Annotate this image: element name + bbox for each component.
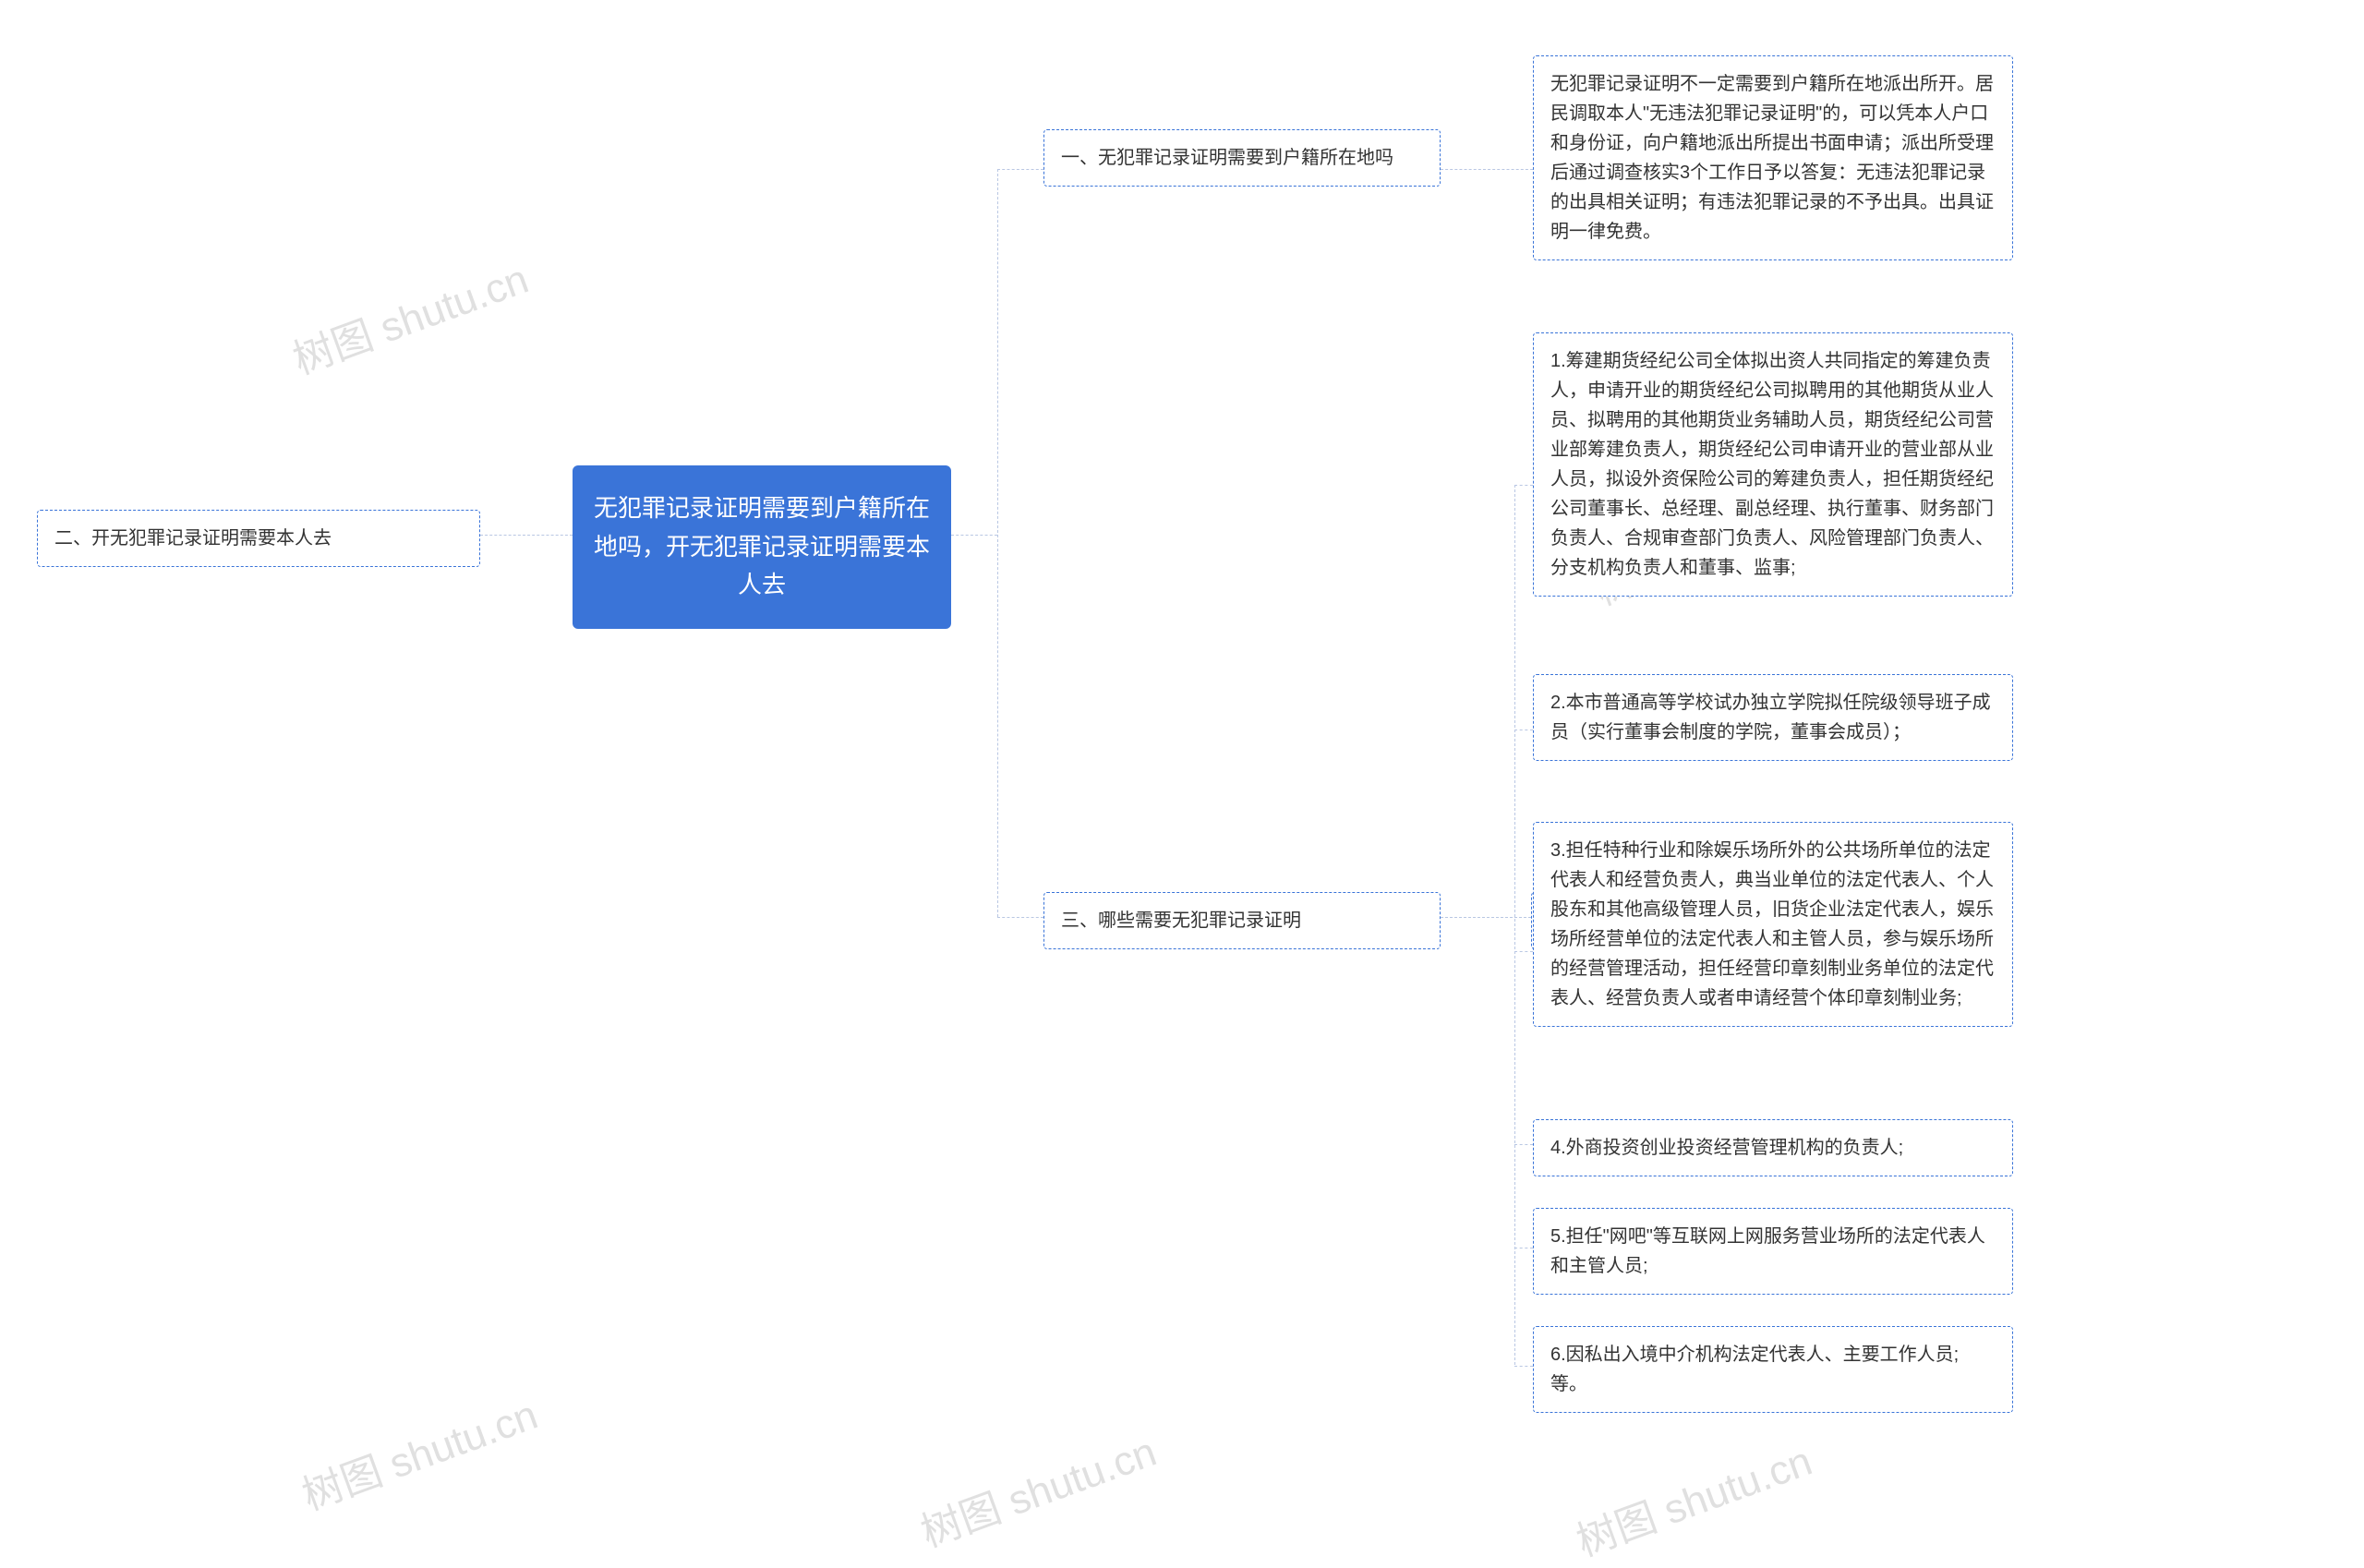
connector bbox=[997, 917, 1043, 918]
watermark: 树图 shutu.cn bbox=[1567, 1428, 1818, 1567]
connector bbox=[997, 169, 998, 917]
connector bbox=[1441, 169, 1533, 170]
connector bbox=[1514, 1366, 1533, 1367]
node-r2a5: 5.担任"网吧"等互联网上网服务营业场所的法定代表人和主管人员; bbox=[1533, 1208, 2013, 1295]
node-r1: 一、无犯罪记录证明需要到户籍所在地吗 bbox=[1043, 129, 1441, 187]
node-r2a1: 1.筹建期货经纪公司全体拟出资人共同指定的筹建负责人，申请开业的期货经纪公司拟聘… bbox=[1533, 332, 2013, 597]
connector bbox=[1514, 1144, 1533, 1145]
watermark: 树图 shutu.cn bbox=[283, 246, 535, 385]
node-r2a2: 2.本市普通高等学校试办独立学院拟任院级领导班子成员（实行董事会制度的学院，董事… bbox=[1533, 674, 2013, 761]
watermark: 树图 shutu.cn bbox=[293, 1381, 544, 1521]
node-r1a: 无犯罪记录证明不一定需要到户籍所在地派出所开。居民调取本人"无违法犯罪记录证明"… bbox=[1533, 55, 2013, 260]
connector bbox=[997, 169, 1043, 170]
mindmap-root: 无犯罪记录证明需要到户籍所在地吗，开无犯罪记录证明需要本人去 bbox=[573, 465, 951, 629]
connector bbox=[1441, 917, 1531, 918]
watermark: 树图 shutu.cn bbox=[911, 1418, 1163, 1558]
connector bbox=[1514, 951, 1533, 952]
node-r2: 三、哪些需要无犯罪记录证明 bbox=[1043, 892, 1441, 949]
connector bbox=[1514, 485, 1533, 486]
connector bbox=[951, 535, 997, 536]
node-r2a6: 6.因私出入境中介机构法定代表人、主要工作人员;等。 bbox=[1533, 1326, 2013, 1413]
node-r2a4: 4.外商投资创业投资经营管理机构的负责人; bbox=[1533, 1119, 2013, 1176]
connector bbox=[480, 535, 573, 536]
node-r2a3: 3.担任特种行业和除娱乐场所外的公共场所单位的法定代表人和经营负责人，典当业单位… bbox=[1533, 822, 2013, 1027]
connector bbox=[1514, 485, 1515, 1365]
node-left-1: 二、开无犯罪记录证明需要本人去 bbox=[37, 510, 480, 567]
